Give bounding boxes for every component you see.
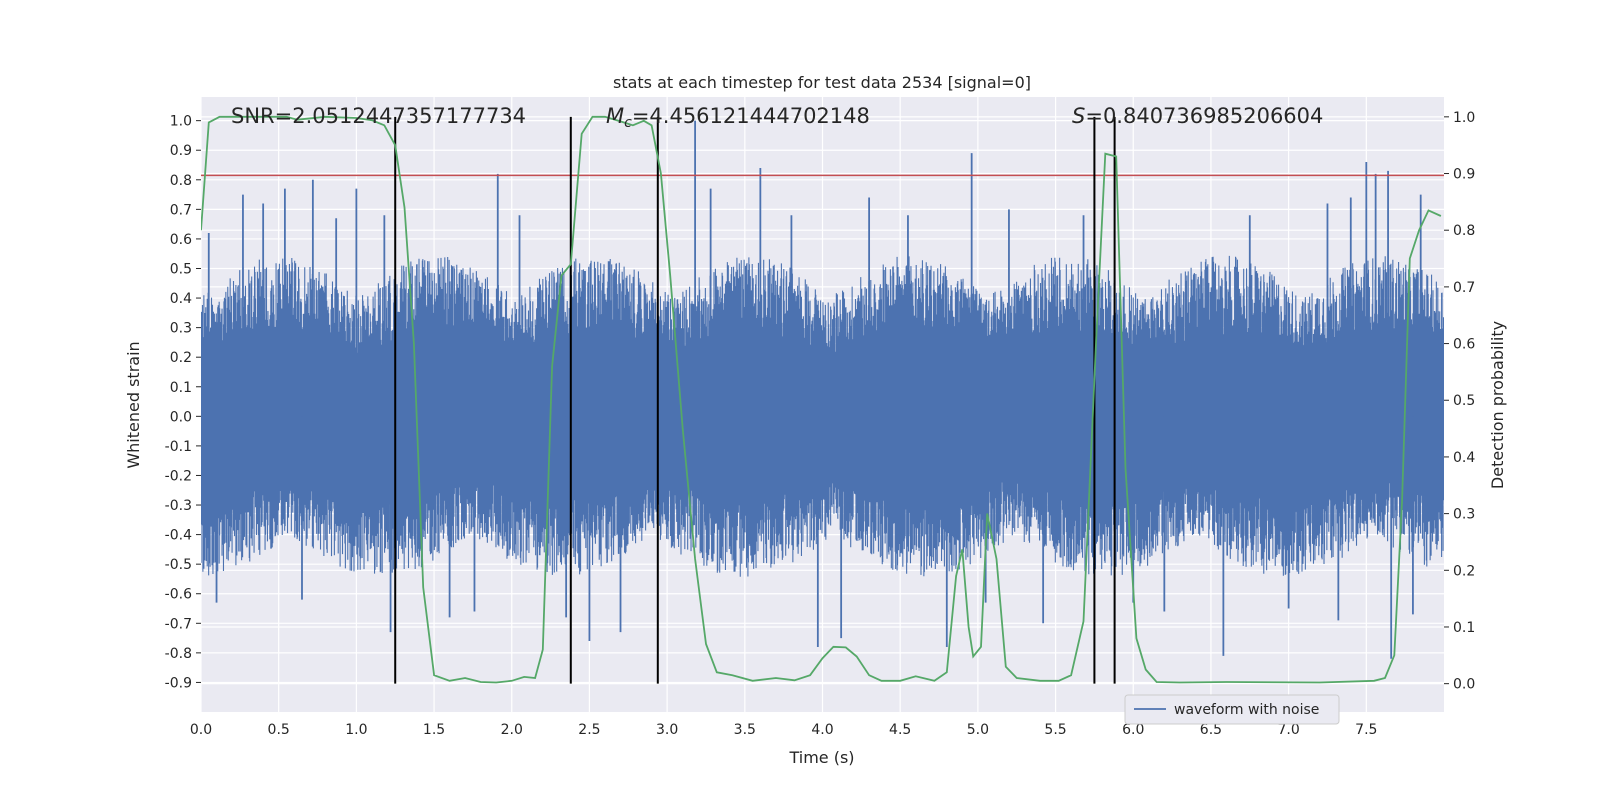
y-tick-label-left: 0.0 — [170, 409, 192, 425]
y-axis-label-left: Whitened strain — [124, 341, 143, 468]
y-tick-label-left: -0.6 — [165, 587, 192, 603]
x-tick-label: 3.5 — [734, 722, 756, 738]
y-tick-label-left: 0.5 — [170, 261, 192, 277]
y-tick-label-right: 0.1 — [1453, 620, 1475, 636]
y-tick-label-left: 0.8 — [170, 173, 192, 189]
y-tick-label-left: 1.0 — [170, 114, 192, 130]
y-tick-label-left: 0.9 — [170, 143, 192, 159]
y-tick-label-left: -0.1 — [165, 439, 192, 455]
legend-box — [1124, 694, 1340, 725]
x-tick-label: 5.0 — [967, 722, 989, 738]
x-tick-label: 0.5 — [268, 722, 290, 738]
y-tick-label-left: 0.7 — [170, 202, 192, 218]
y-tick-label-right: 0.4 — [1453, 450, 1475, 466]
y-axis-label-right: Detection probability — [1488, 321, 1507, 489]
x-tick-label: 1.0 — [345, 722, 367, 738]
y-tick-label-right: 1.0 — [1453, 110, 1475, 126]
x-tick-label: 2.0 — [501, 722, 523, 738]
s-value: =0.840736985206604 — [1085, 104, 1323, 128]
x-tick-label: 4.5 — [889, 722, 911, 738]
s-annotation: S=0.840736985206604 — [1072, 104, 1323, 128]
waveform-series — [201, 120, 1444, 659]
mc-value: =4.456121444702148 — [632, 104, 870, 128]
y-tick-label-left: -0.9 — [165, 675, 192, 691]
y-tick-label-right: 0.7 — [1453, 280, 1475, 296]
legend-label: waveform with noise — [1174, 702, 1319, 718]
right-y-tick-labels: 1.0 0.9 0.8 0.7 0.6 0.5 0.4 0.3 0.2 0.1 0.0 — [1444, 110, 1475, 693]
y-tick-label-right: 0.2 — [1453, 563, 1475, 579]
y-tick-label-left: -0.8 — [165, 646, 192, 662]
x-axis-label: Time (s) — [788, 748, 854, 767]
left-y-tick-labels: 1.0 0.9 0.8 0.7 0.6 0.5 0.4 0.3 0.2 0.1 0.0 -0.1 -0.… — [165, 114, 201, 691]
detection-probability-line — [201, 115, 1442, 684]
y-tick-label-left: -0.2 — [165, 468, 192, 484]
x-tick-label: 6.5 — [1200, 722, 1222, 738]
chart-title: stats at each timestep for test data 253… — [613, 73, 1031, 92]
y-tick-label-left: 0.1 — [170, 380, 192, 396]
y-tick-label-right: 0.8 — [1453, 223, 1475, 239]
x-tick-label: 0.0 — [190, 722, 212, 738]
s-symbol: S — [1072, 104, 1085, 128]
x-tick-label: 1.5 — [423, 722, 445, 738]
y-tick-label-left: 0.3 — [170, 321, 192, 337]
x-tick-labels: 0.0 0.5 1.0 1.5 2.0 2.5 3.0 3.5 4.0 4.5 5.0 5.5 6.0 6… — [190, 722, 1378, 738]
y-tick-label-left: 0.6 — [170, 232, 192, 248]
y-tick-label-left: 0.2 — [170, 350, 192, 366]
y-tick-label-right: 0.0 — [1453, 677, 1475, 693]
x-tick-label: 6.0 — [1122, 722, 1144, 738]
y-tick-label-right: 0.5 — [1453, 393, 1475, 409]
legend: waveform with noise — [1124, 694, 1340, 725]
x-tick-label: 7.0 — [1277, 722, 1299, 738]
x-tick-label: 5.5 — [1044, 722, 1066, 738]
mc-subscript: c — [624, 115, 632, 131]
y-tick-label-right: 0.3 — [1453, 507, 1475, 523]
y-tick-label-right: 0.6 — [1453, 337, 1475, 353]
y-tick-label-left: -0.5 — [165, 557, 192, 573]
y-tick-label-left: -0.4 — [165, 528, 192, 544]
y-tick-label-left: -0.7 — [165, 616, 192, 632]
x-tick-label: 4.0 — [811, 722, 833, 738]
marker-vlines — [394, 116, 1116, 684]
chirp-mass-annotation: Mc=4.456121444702148 — [606, 104, 870, 131]
snr-annotation: SNR=2.0512447357177734 — [231, 104, 526, 128]
mc-symbol: M — [606, 104, 624, 128]
y-tick-label-left: -0.3 — [165, 498, 192, 514]
waveform-noise — [201, 255, 1444, 577]
x-tick-label: 2.5 — [578, 722, 600, 738]
x-tick-label: 3.0 — [656, 722, 678, 738]
y-tick-label-right: 0.9 — [1453, 167, 1475, 183]
y-tick-label-left: 0.4 — [170, 291, 192, 307]
x-tick-label: 7.5 — [1355, 722, 1377, 738]
